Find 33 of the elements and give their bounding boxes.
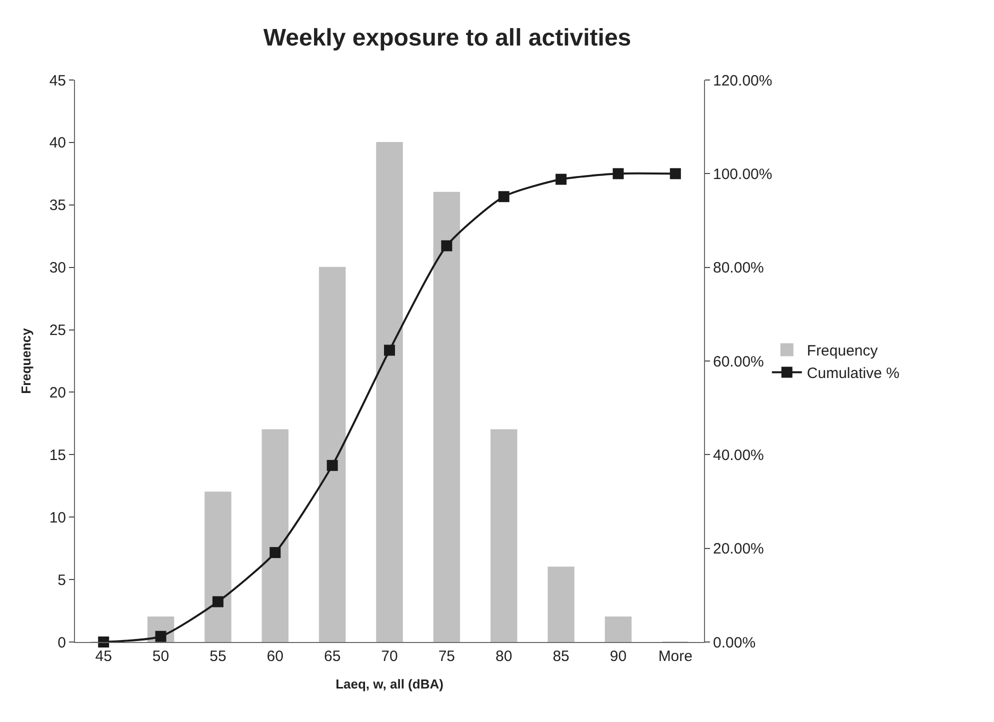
- x-tick-label: 65: [324, 648, 341, 665]
- x-tick-label: 90: [610, 648, 627, 665]
- x-axis-title: Laeq, w, all (dBA): [336, 676, 444, 692]
- legend-label: Cumulative %: [806, 365, 900, 382]
- y2-tick-label: 120.00%: [713, 72, 772, 90]
- x-tick-label: 85: [552, 648, 570, 665]
- y-tick-label: 35: [49, 197, 66, 214]
- y-tick-label: 20: [49, 384, 66, 402]
- y2-tick-label: 60.00%: [713, 353, 764, 370]
- y-tick-label: 15: [49, 446, 66, 464]
- chart-title: Weekly exposure to all activities: [263, 24, 632, 52]
- x-tick-label: 80: [496, 648, 512, 665]
- y-tick-label: 30: [49, 260, 66, 277]
- y2-tick-label: 0.00%: [713, 634, 756, 652]
- x-tick-label: 45: [95, 648, 112, 665]
- y2-tick-label: 80.00%: [713, 260, 764, 277]
- legend-label: Frequency: [806, 342, 878, 360]
- y-axis-title: Frequency: [18, 327, 34, 394]
- x-tick-label: 50: [152, 648, 170, 665]
- x-tick-label: 75: [438, 648, 456, 665]
- y-tick-label: 10: [49, 509, 66, 526]
- y-tick-label: 0: [58, 634, 66, 652]
- x-tick-label: 55: [210, 648, 226, 665]
- y-tick-label: 25: [49, 322, 66, 340]
- y-tick-label: 40: [49, 134, 66, 152]
- x-tick-label: More: [658, 648, 693, 665]
- y-tick-label: 45: [49, 72, 66, 90]
- x-tick-label: 70: [381, 648, 398, 665]
- y2-tick-label: 100.00%: [713, 166, 772, 183]
- y2-tick-label: 40.00%: [713, 446, 764, 464]
- x-tick-label: 60: [266, 648, 284, 665]
- y-tick-label: 5: [58, 572, 66, 589]
- y2-tick-label: 20.00%: [713, 540, 764, 558]
